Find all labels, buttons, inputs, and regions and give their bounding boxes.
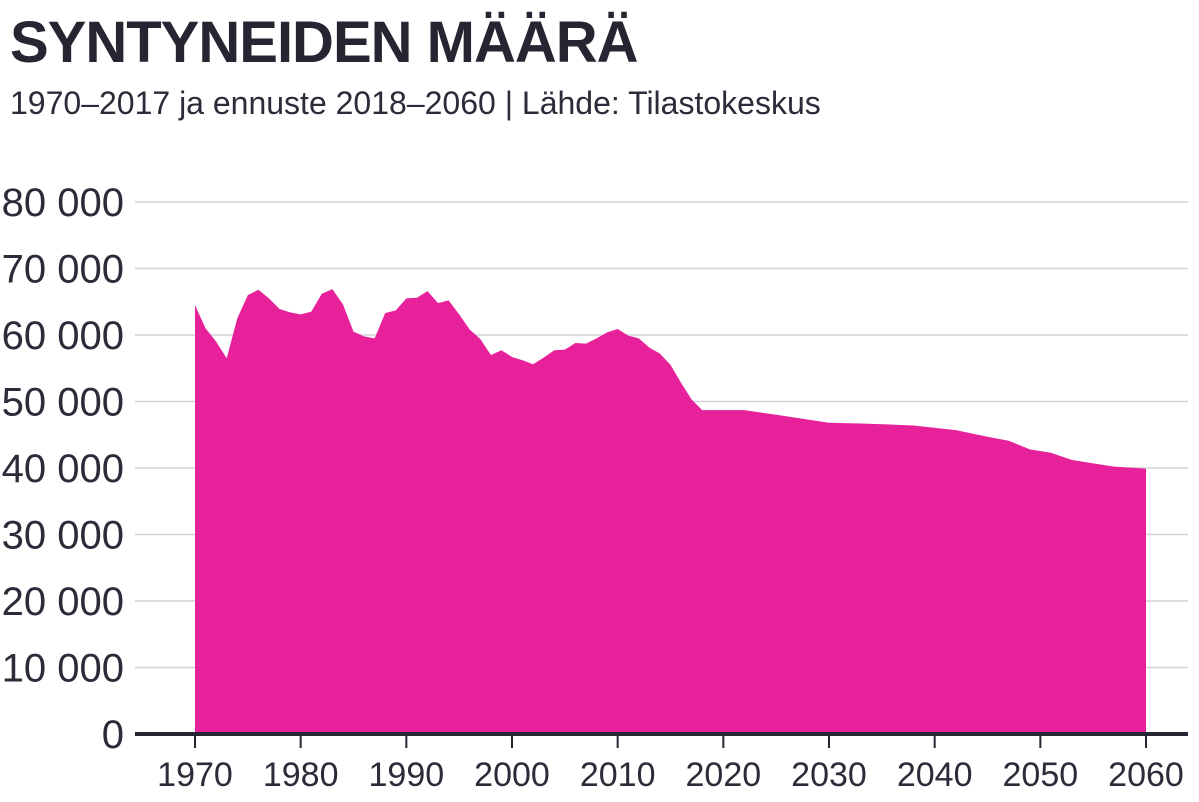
y-tick-label: 40 000 bbox=[2, 447, 124, 491]
y-tick-label: 10 000 bbox=[2, 647, 124, 691]
y-axis-tick-labels: 0 10 000 20 000 30 000 40 000 50 000 60 000 70 … bbox=[2, 181, 124, 757]
x-tick-label: 2010 bbox=[580, 756, 656, 794]
x-tick-label: 1980 bbox=[263, 756, 339, 794]
y-tick-label: 50 000 bbox=[2, 381, 124, 425]
births-area-series bbox=[195, 289, 1146, 734]
chart-subtitle: 1970–2017 ja ennuste 2018–2060 | Lähde: … bbox=[10, 85, 821, 121]
x-tick-label: 2050 bbox=[1003, 756, 1079, 794]
y-tick-label: 20 000 bbox=[2, 580, 124, 624]
y-tick-label: 60 000 bbox=[2, 314, 124, 358]
y-tick-label: 30 000 bbox=[2, 514, 124, 558]
chart-title: SYNTYNEIDEN MÄÄRÄ bbox=[10, 10, 638, 75]
area-layer bbox=[195, 289, 1146, 734]
x-axis-tick-labels: 1970 1980 1990 2000 2010 2020 2030 2040 2050 2060 bbox=[157, 756, 1184, 794]
axes bbox=[135, 732, 1188, 748]
x-tick-label: 2000 bbox=[474, 756, 550, 794]
x-tick-label: 2020 bbox=[686, 756, 762, 794]
x-tick-label: 1970 bbox=[157, 756, 233, 794]
y-tick-label: 70 000 bbox=[2, 248, 124, 292]
y-tick-label: 80 000 bbox=[2, 181, 124, 225]
x-tick-label: 2030 bbox=[791, 756, 867, 794]
x-tick-label: 2040 bbox=[897, 756, 973, 794]
x-tick-label: 1990 bbox=[369, 756, 445, 794]
x-tick-label: 2060 bbox=[1108, 756, 1184, 794]
y-tick-label: 0 bbox=[102, 713, 124, 757]
